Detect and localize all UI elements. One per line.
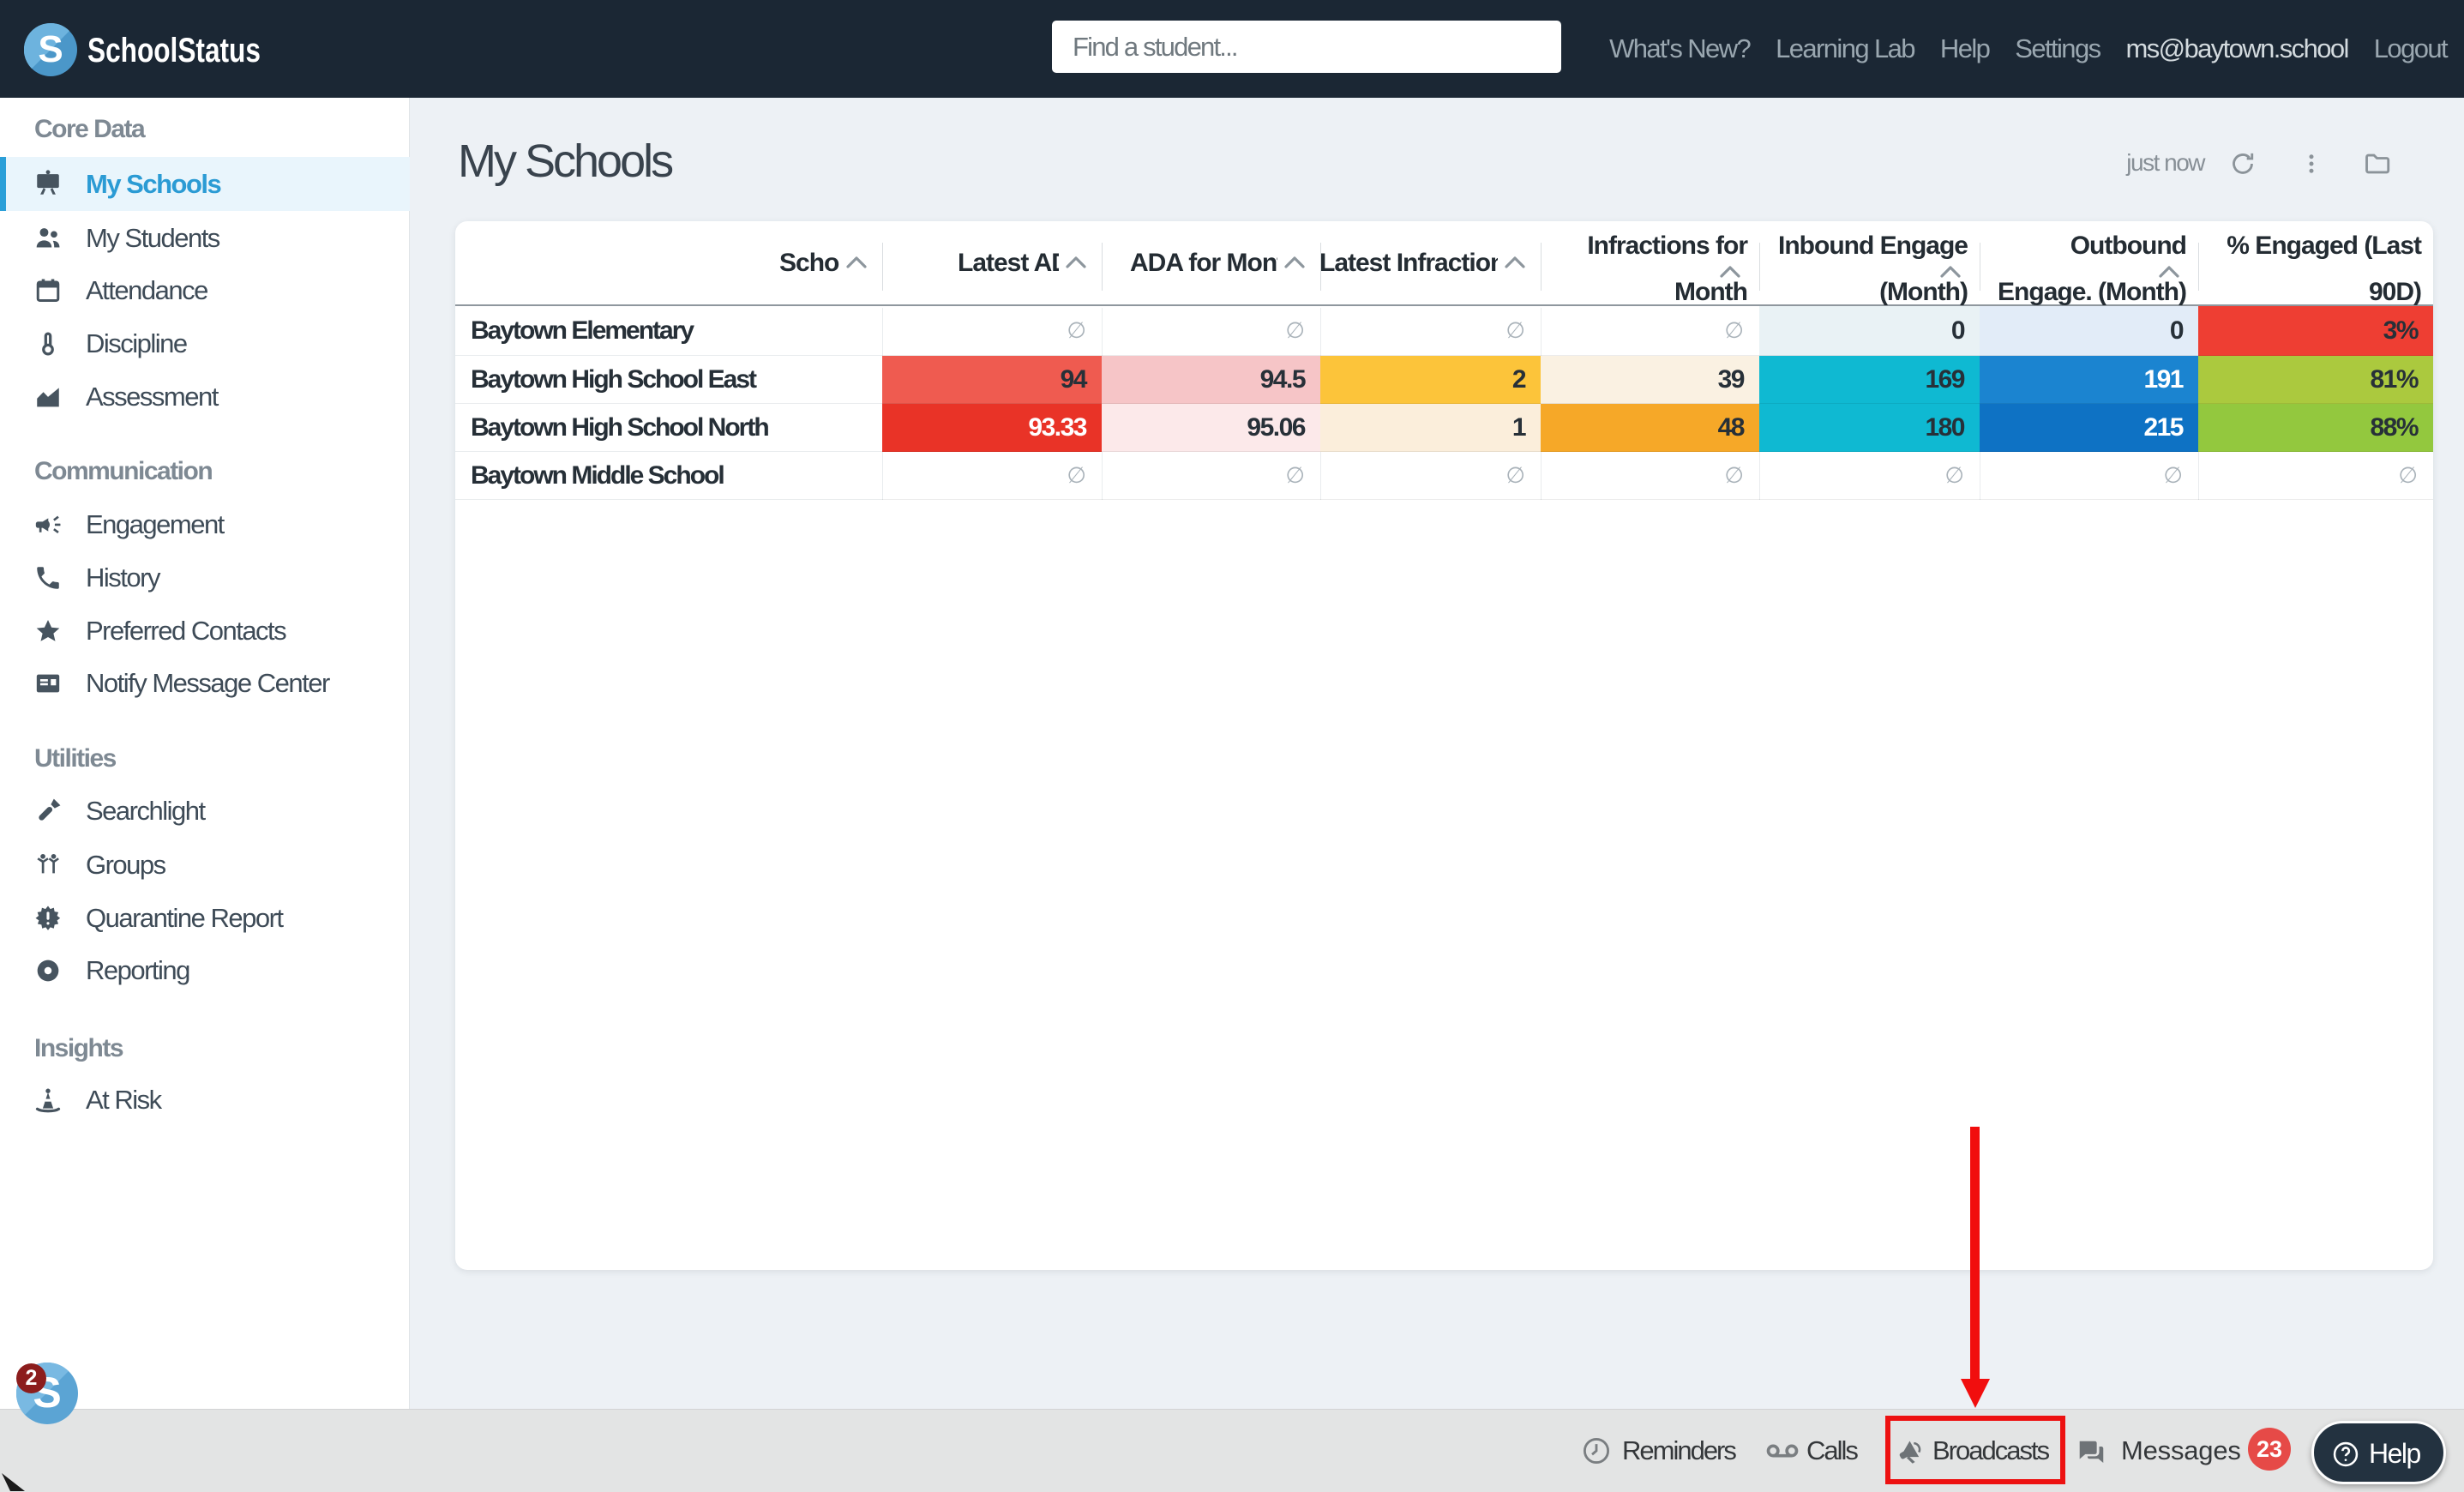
svg-text:S: S — [38, 28, 63, 70]
